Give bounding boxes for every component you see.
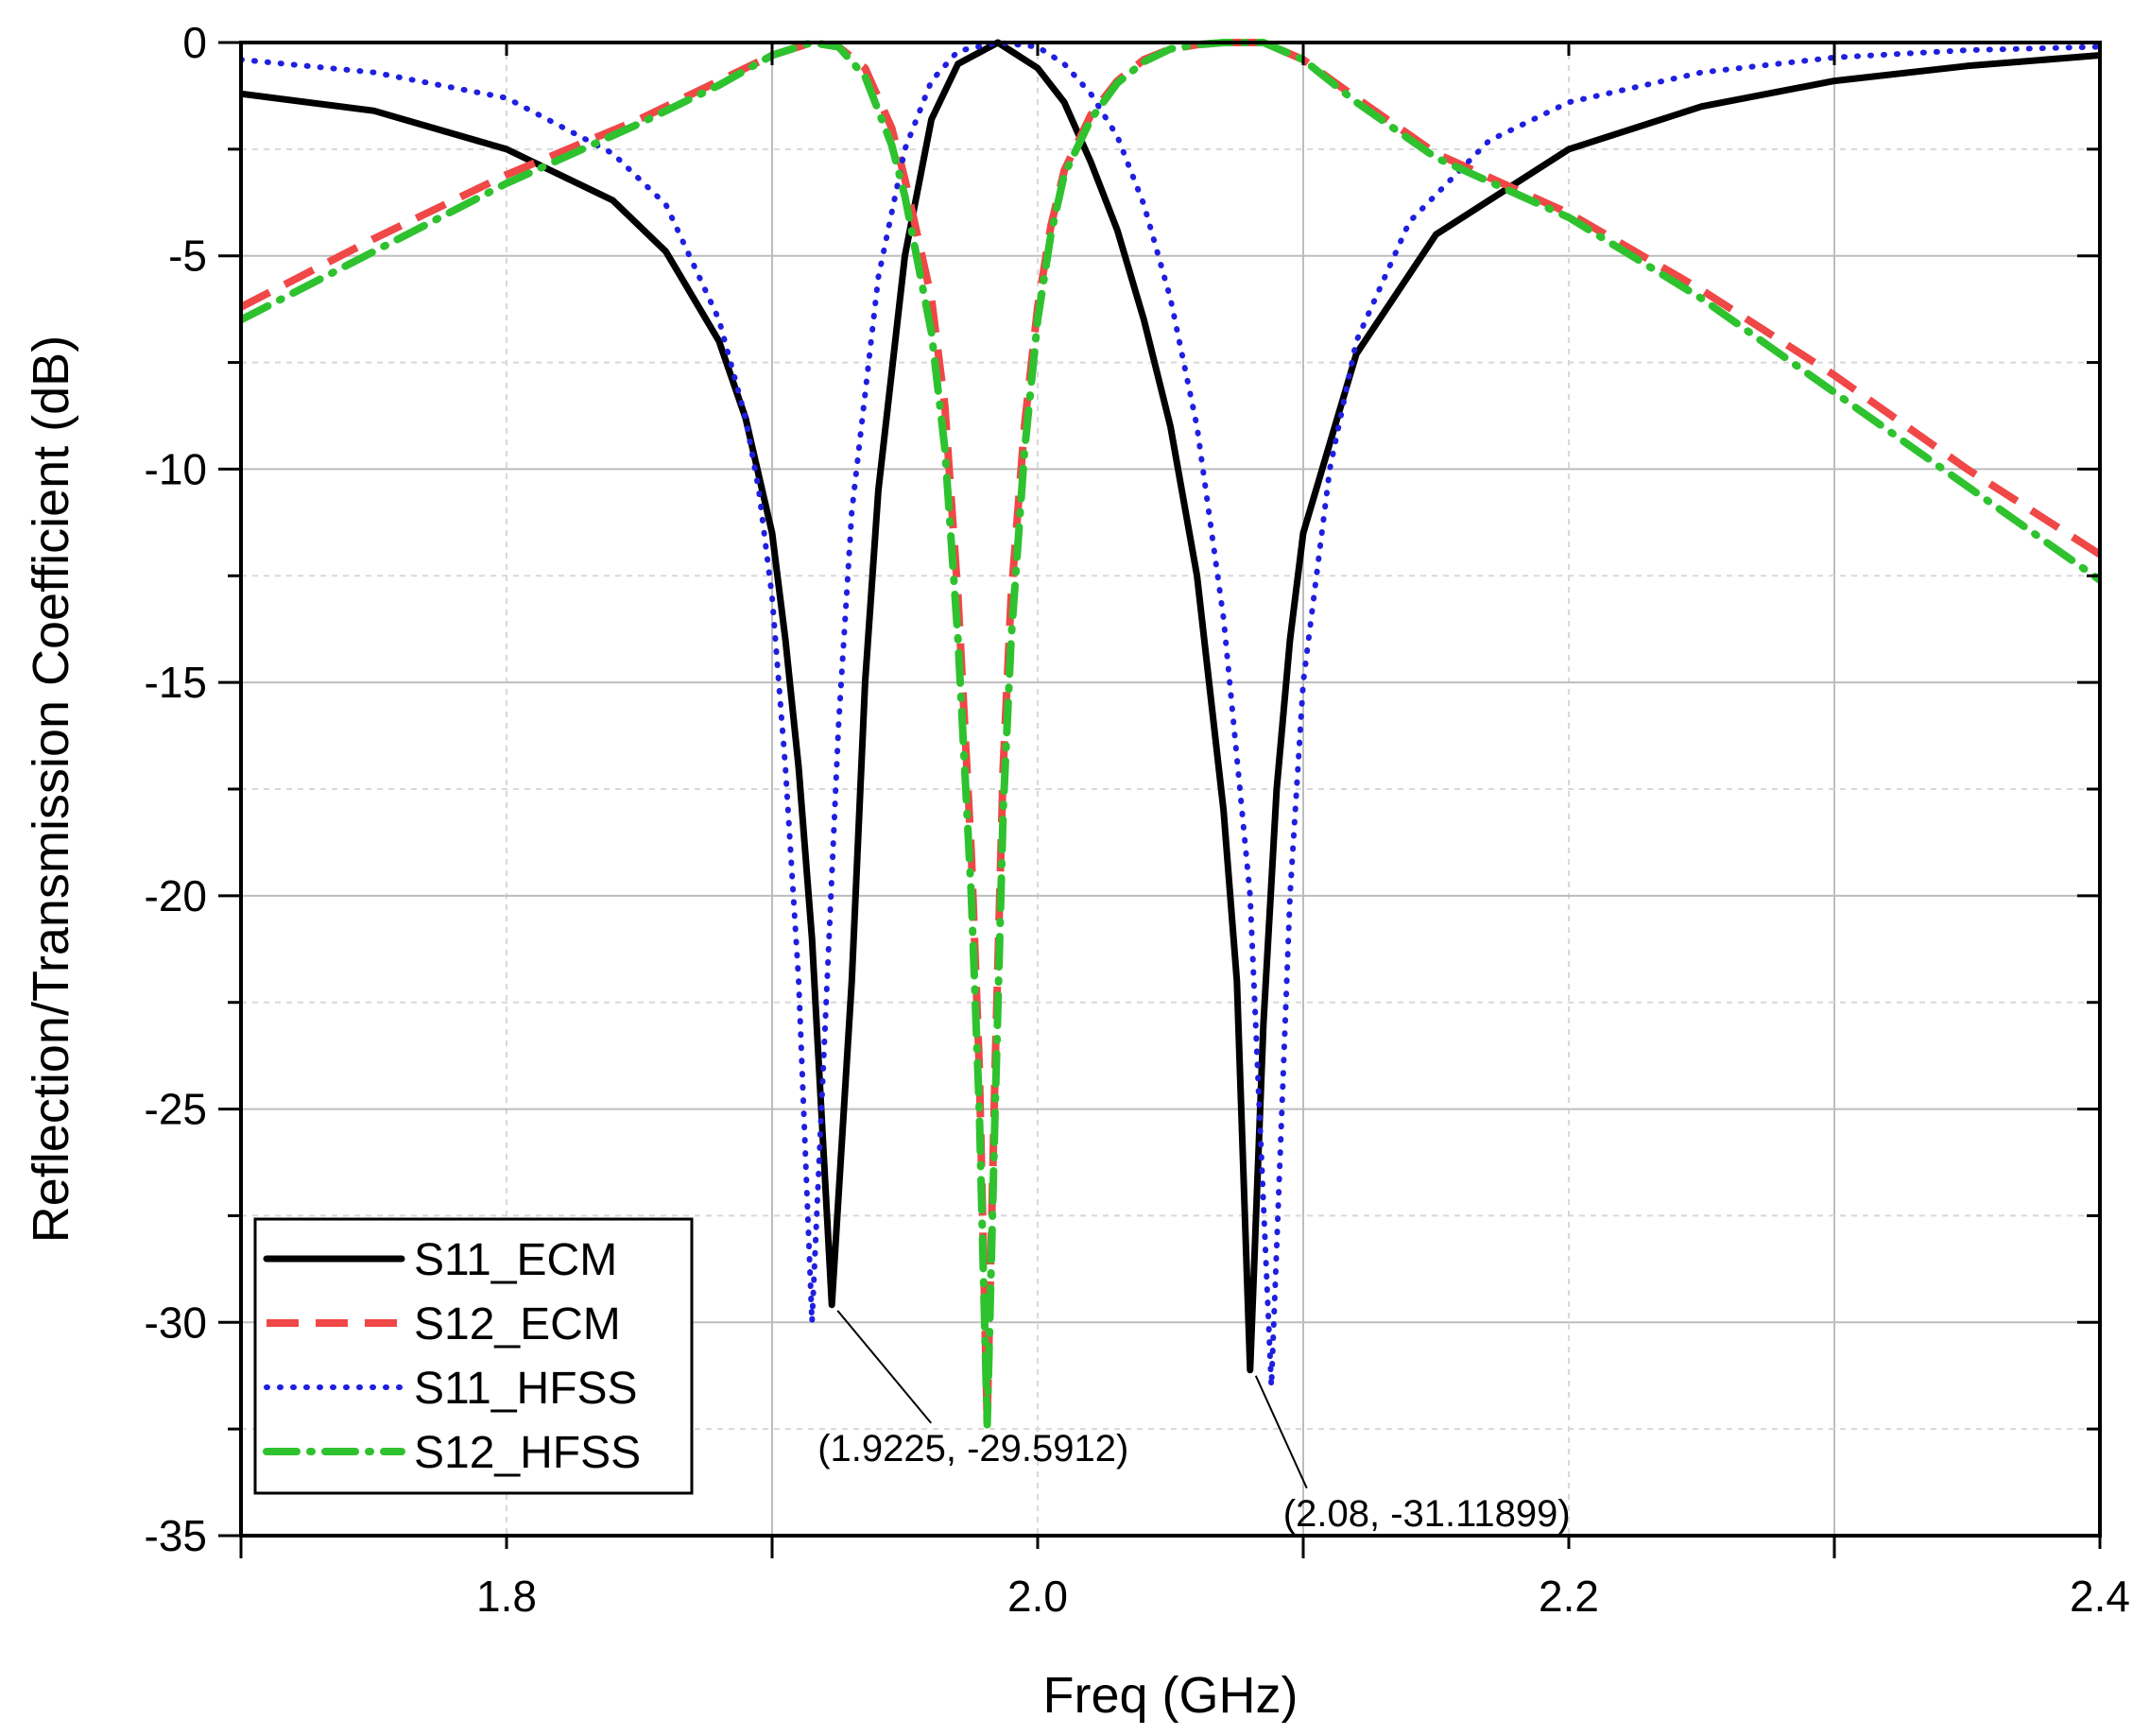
x-tick-label: 2.4 xyxy=(2070,1572,2130,1621)
y-tick-label: -35 xyxy=(145,1511,207,1560)
x-axis-title: Freq (GHz) xyxy=(1043,1667,1299,1724)
annotation-label: (2.08, -31.11899) xyxy=(1283,1493,1571,1535)
series-line-s11-hfss xyxy=(241,40,2100,1389)
annotation-leader xyxy=(1254,1375,1308,1489)
y-tick-label: -30 xyxy=(145,1298,207,1347)
y-tick-label: -10 xyxy=(145,444,207,493)
legend-label: S12_ECM xyxy=(414,1299,621,1349)
x-tick-label: 2.0 xyxy=(1007,1572,1068,1621)
x-tick-label: 2.2 xyxy=(1539,1572,1599,1621)
legend: S11_ECM S12_ECM S11_HFSS S12_HFSS xyxy=(253,1217,694,1495)
y-tick-label: -20 xyxy=(145,871,207,920)
legend-label: S12_HFSS xyxy=(414,1428,641,1478)
legend-label: S11_ECM xyxy=(414,1235,617,1285)
legend-box xyxy=(253,1217,694,1495)
x-tick-label: 1.8 xyxy=(476,1572,537,1621)
y-tick-label: -25 xyxy=(145,1085,207,1134)
series-line-s11-ecm xyxy=(241,39,2100,1374)
annotations: (1.9225, -29.5912) (2.08, -31.11899) xyxy=(817,1310,1571,1535)
y-axis-title: Reflection/Transmission Coefficient (dB) xyxy=(23,335,79,1243)
ticks: 1.8 2.0 2.2 2.4 0 -5 -10 -15 -20 -25 -30 -35 xyxy=(145,18,2130,1621)
legend-label: S11_HFSS xyxy=(414,1364,638,1414)
annotation-label: (1.9225, -29.5912) xyxy=(817,1428,1128,1470)
y-tick-label: 0 xyxy=(182,18,207,67)
y-tick-label: -5 xyxy=(168,232,207,281)
annotation-leader xyxy=(836,1310,932,1424)
y-tick-label: -15 xyxy=(145,658,207,707)
